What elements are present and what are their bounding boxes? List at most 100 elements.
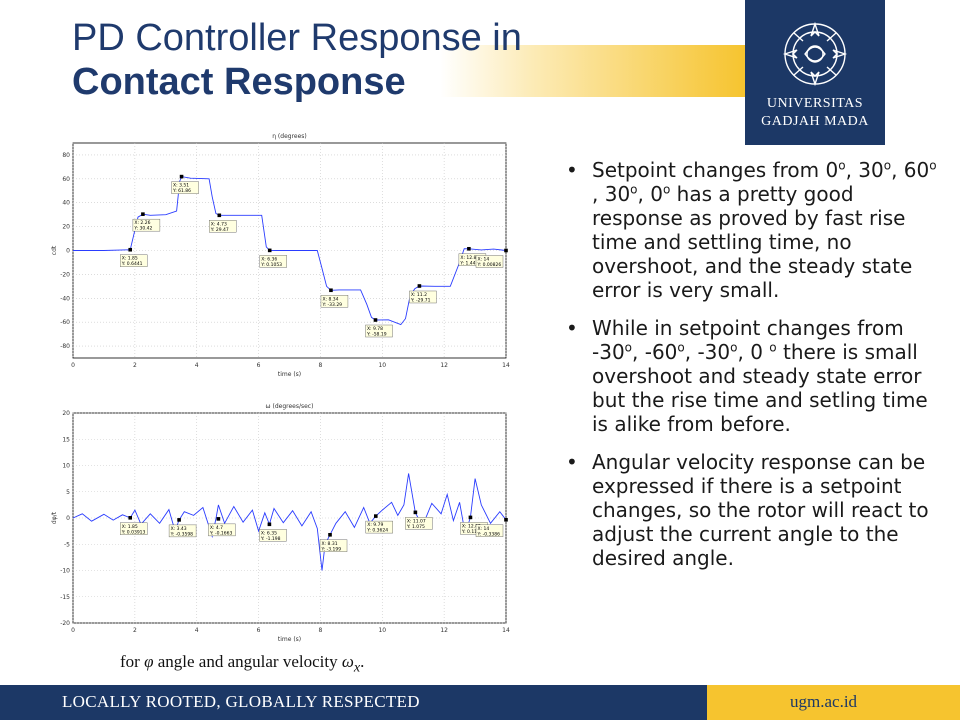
datatip-marker — [468, 515, 473, 520]
figure-caption: for φ angle and angular velocity ωx. — [120, 652, 364, 676]
datatip-x-label: X: 12.8 — [460, 255, 476, 261]
datatip-box — [405, 517, 433, 530]
datatip-box — [475, 524, 504, 537]
datatip-y-label: Y: 0.1053 — [260, 262, 282, 268]
x-tick-label: 4 — [195, 362, 199, 369]
datatip-y-label: Y: 0.03913 — [121, 529, 146, 535]
caption-omega: ω — [341, 652, 354, 671]
datatip-marker — [373, 318, 378, 322]
datatip-x-label: X: 1.85 — [122, 256, 138, 262]
bullet-superscript: o — [630, 182, 638, 197]
x-tick-label: 10 — [378, 362, 386, 369]
datatip-x-label: X: 8.34 — [322, 296, 338, 302]
datatip-y-label: Y: 0.6441 — [121, 261, 143, 267]
datatip-marker — [177, 518, 181, 522]
datatip-y-label: Y: -3.199 — [321, 546, 342, 552]
datatip-box — [132, 218, 161, 232]
y-tick-label: -10 — [60, 568, 70, 575]
y-tick-label: 10 — [62, 463, 70, 470]
datatip-x-label: X: 12.85 — [462, 523, 481, 529]
footer-bar: LOCALLY ROOTED, GLOBALLY RESPECTED ugm.a… — [0, 685, 960, 720]
bullet-item: • Setpoint changes from 0o, 30o, 60o , 30… — [566, 158, 946, 302]
datatip-box — [365, 520, 393, 534]
datatip-y-label: Y: -1.198 — [260, 536, 281, 542]
bullet-superscript: o — [624, 340, 633, 355]
bullet-superscript: o — [662, 182, 671, 197]
datatip-y-label: Y: -29.71 — [410, 297, 431, 303]
bullet-item: • While in setpoint changes from -30o, -6… — [566, 316, 946, 436]
bullet-text: Setpoint changes from 0 — [592, 158, 839, 182]
university-name-line1: UNIVERSITAS — [766, 96, 864, 111]
title-line-2: Contact Response — [72, 61, 406, 103]
y-tick-label: 0 — [66, 248, 70, 255]
footer-url-link[interactable]: ugm.ac.id — [790, 692, 858, 711]
datatip-y-label: Y: 0.1129 — [461, 529, 483, 535]
y-axis-label: dφ/t — [51, 511, 58, 524]
x-tick-label: 12 — [440, 627, 448, 634]
datatip-box — [475, 255, 504, 268]
caption-end: . — [360, 652, 365, 671]
bullet-dot-icon: • — [566, 450, 578, 474]
datatip-marker — [373, 514, 378, 518]
caption-subscript: x — [353, 659, 361, 676]
bullet-text: there is small overshoot and steady stat… — [592, 340, 928, 436]
datatip-x-label: X: 8.31 — [322, 541, 338, 547]
x-tick-label: 8 — [319, 627, 323, 634]
title-accent-band — [440, 45, 745, 97]
datatip-marker — [128, 247, 133, 252]
datatip-box — [320, 295, 349, 308]
datatip-marker — [128, 515, 133, 520]
datatip-x-label: X: 11.07 — [407, 518, 426, 524]
y-tick-label: 20 — [62, 224, 70, 231]
y-tick-label: -20 — [60, 620, 70, 627]
bullet-text: , 60 — [891, 158, 930, 182]
caption-mid: angle and angular velocity — [153, 652, 342, 671]
bullet-text: Angular velocity response can be express… — [592, 450, 929, 570]
bullet-text: While in setpoint changes from -30 — [592, 316, 904, 364]
datatip-y-label: Y: -0.1663 — [209, 530, 233, 536]
datatip-box — [209, 220, 237, 233]
datatip-x-label: X: 9.78 — [367, 326, 383, 332]
bullet-list: • Setpoint changes from 0o, 30o, 60o , 30… — [566, 158, 946, 584]
bullet-text: , 30 — [592, 182, 631, 206]
bullet-superscript: o — [677, 340, 685, 355]
x-tick-label: 0 — [71, 362, 75, 369]
datatip-x-label: X: 4.73 — [211, 221, 227, 227]
x-tick-label: 0 — [71, 627, 75, 634]
y-tick-label: -15 — [60, 594, 70, 601]
bullet-text: , -30 — [684, 340, 731, 364]
datatip-marker — [467, 246, 471, 251]
x-tick-label: 2 — [133, 627, 137, 634]
y-tick-label: -20 — [60, 271, 70, 278]
university-seal-icon — [782, 21, 848, 87]
footer-url-box — [707, 685, 960, 720]
bullet-text: , 0 — [737, 340, 770, 364]
datatip-marker — [179, 174, 184, 179]
datatip-box — [259, 255, 287, 268]
series-line — [73, 176, 507, 326]
datatip-box — [259, 529, 287, 542]
datatip-box — [208, 523, 236, 537]
slide-title: PD Controller Response in Contact Respon… — [72, 16, 592, 104]
angular-velocity-chart: 0 2 4 6 8 10 12 14 20 15 10 5 0 -5 -10 -15 -20 ω (degrees… — [51, 403, 510, 643]
x-tick-label: 10 — [378, 627, 386, 634]
y-tick-label: -60 — [60, 319, 70, 326]
x-tick-label: 14 — [502, 362, 510, 369]
title-line-1: PD Controller Response in — [72, 17, 522, 59]
datatip-x-label: X: 6.35 — [261, 530, 277, 536]
datatip-x-label: X: 14 — [478, 256, 490, 262]
y-tick-label: 80 — [62, 152, 70, 159]
bullet-superscript: o — [838, 158, 846, 173]
datatip-x-label: X: 11.2 — [411, 292, 427, 298]
datatip-marker — [504, 517, 508, 522]
angle-response-chart: 0 2 4 6 8 10 12 14 80 60 40 20 0 -20 -40 -60 -80 η (degre… — [51, 133, 510, 378]
y-tick-label: 60 — [62, 176, 70, 183]
bullet-dot-icon: • — [566, 316, 578, 340]
datatip-marker — [328, 532, 332, 537]
datatip-marker — [329, 288, 333, 293]
x-axis-label: time (s) — [278, 636, 301, 643]
datatip-y-label: Y: -58.19 — [366, 332, 387, 338]
datatip-y-label: Y: 30.42 — [133, 226, 152, 232]
x-tick-label: 14 — [502, 627, 510, 634]
x-axis-label: time (s) — [278, 371, 301, 378]
